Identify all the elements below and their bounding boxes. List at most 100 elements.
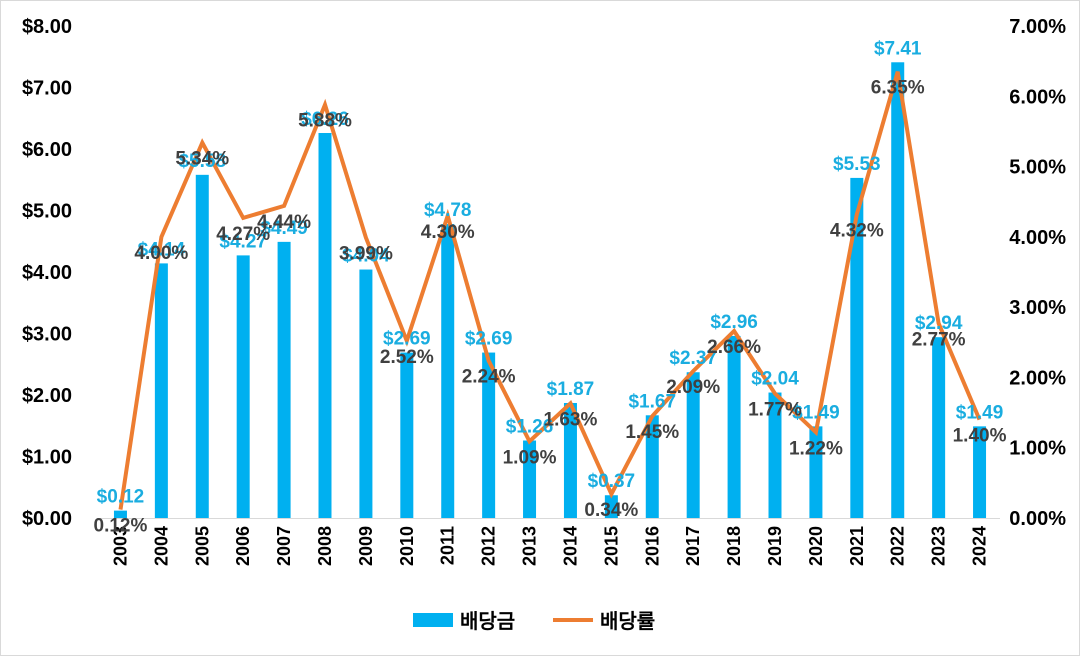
bar-2020 bbox=[809, 426, 823, 518]
bar-2018 bbox=[727, 335, 741, 518]
bar-label-2010: $2.69 bbox=[383, 329, 431, 350]
line-label-2004: 4.00% bbox=[134, 243, 188, 264]
line-label-2012: 2.24% bbox=[462, 367, 516, 388]
x-tick-label: 2017 bbox=[683, 526, 703, 566]
bar-2023 bbox=[932, 337, 946, 518]
left-tick-label: $3.00 bbox=[22, 324, 72, 346]
bar-2012 bbox=[482, 352, 496, 518]
x-tick-label: 2003 bbox=[110, 526, 130, 566]
x-tick-label: 2021 bbox=[847, 526, 867, 566]
left-tick-label: $0.00 bbox=[22, 508, 72, 530]
line-label-2019: 1.77% bbox=[748, 400, 802, 421]
bar-2009 bbox=[359, 269, 373, 518]
left-tick-label: $5.00 bbox=[22, 201, 72, 223]
bar-label-2023: $2.94 bbox=[915, 313, 963, 334]
bar-label-2005: $5.58 bbox=[178, 151, 226, 172]
x-tick-label: 2011 bbox=[438, 526, 458, 565]
left-tick-label: $1.00 bbox=[22, 447, 72, 469]
right-tick-label: 0.00% bbox=[1009, 508, 1066, 530]
x-tick-label: 2019 bbox=[765, 526, 785, 566]
bar-label-2009: $4.04 bbox=[342, 246, 390, 267]
line-label-2007: 4.44% bbox=[257, 212, 311, 233]
right-tick-label: 3.00% bbox=[1009, 297, 1066, 319]
line-label-2024: 1.40% bbox=[953, 426, 1007, 447]
bar-2010 bbox=[400, 352, 414, 518]
bar-label-2016: $1.67 bbox=[628, 391, 676, 412]
bar-2014 bbox=[563, 402, 577, 518]
bar-2008 bbox=[318, 133, 332, 518]
yield-line bbox=[118, 71, 982, 510]
bar-label-2012: $2.69 bbox=[465, 329, 513, 350]
bar-label-2022: $7.41 bbox=[874, 38, 922, 59]
bar-2019 bbox=[768, 392, 782, 518]
x-tick-label: 2014 bbox=[560, 526, 580, 566]
left-tick-label: $4.00 bbox=[22, 262, 72, 284]
legend-label-dividend: 배당금 bbox=[460, 609, 515, 633]
line-label-2015: 0.34% bbox=[584, 500, 638, 521]
x-tick-label: 2016 bbox=[642, 526, 662, 566]
line-label-2003: 0.12% bbox=[94, 516, 148, 537]
line-label-2006: 4.27% bbox=[216, 224, 270, 245]
right-tick-label: 2.00% bbox=[1009, 367, 1066, 389]
bar-label-2011: $4.78 bbox=[424, 200, 472, 221]
line-label-2017: 2.09% bbox=[666, 377, 720, 398]
bar-2011 bbox=[441, 224, 455, 518]
right-tick-label: 6.00% bbox=[1009, 86, 1066, 108]
bar-2006 bbox=[236, 255, 250, 518]
bar-2004 bbox=[154, 263, 168, 518]
line-label-2016: 1.45% bbox=[625, 422, 679, 443]
line-label-2018: 2.66% bbox=[707, 337, 761, 358]
bar-label-2006: $4.27 bbox=[219, 231, 267, 252]
x-tick-label: 2007 bbox=[274, 526, 294, 566]
line-label-2021: 4.32% bbox=[830, 220, 884, 241]
bar-label-2014: $1.87 bbox=[547, 379, 595, 400]
right-tick-label: 7.00% bbox=[1009, 16, 1066, 38]
right-axis: 0.00% 1.00% 2.00% 3.00% 4.00% 5.00% 6.00% 7.00% bbox=[1009, 16, 1066, 530]
x-tick-label: 2009 bbox=[356, 526, 376, 566]
bar-series bbox=[113, 62, 987, 519]
x-tick-label: 2008 bbox=[315, 526, 335, 566]
line-label-2005: 5.34% bbox=[175, 149, 229, 170]
right-tick-label: 5.00% bbox=[1009, 157, 1066, 179]
bar-2013 bbox=[523, 440, 537, 518]
x-tick-label: 2004 bbox=[151, 526, 171, 566]
line-label-2022: 6.35% bbox=[871, 78, 925, 99]
bar-label-2017: $2.37 bbox=[669, 348, 717, 369]
left-tick-label: $8.00 bbox=[22, 16, 72, 38]
line-label-2011: 4.30% bbox=[421, 222, 475, 243]
line-series bbox=[118, 71, 982, 510]
legend-label-yield: 배당률 bbox=[600, 609, 655, 633]
left-tick-label: $7.00 bbox=[22, 78, 72, 100]
bar-label-2008: $6.26 bbox=[301, 109, 349, 130]
left-axis: $0.00 $1.00 $2.00 $3.00 $4.00 $5.00 $6.00 $7.00… bbox=[22, 16, 72, 530]
line-data-labels: 0.12% 4.00% 5.34% 4.27%4.44% 5.88% 3.99% 2.52%… bbox=[94, 78, 1007, 537]
x-axis: 2003 2004 2005 2006 2007 2008 2009 2010 2011 2012… bbox=[100, 518, 1000, 566]
bar-2015 bbox=[604, 495, 618, 518]
bar-label-2018: $2.96 bbox=[710, 312, 758, 333]
bar-data-labels: $0.12 $4.14 $5.58 $4.27$4.49 $6.26 $4.04 $2.69… bbox=[97, 38, 1004, 507]
bar-label-2004: $4.14 bbox=[138, 239, 186, 260]
bar-2021 bbox=[850, 177, 864, 518]
bar-2003 bbox=[113, 510, 127, 518]
left-tick-label: $6.00 bbox=[22, 139, 72, 161]
x-tick-label: 2013 bbox=[520, 526, 540, 566]
bar-label-2013: $1.26 bbox=[506, 417, 554, 438]
right-tick-label: 4.00% bbox=[1009, 227, 1066, 249]
line-label-2023: 2.77% bbox=[912, 329, 966, 350]
line-label-2009: 3.99% bbox=[339, 244, 393, 265]
bar-label-2019: $2.04 bbox=[751, 369, 799, 390]
bar-2022 bbox=[891, 62, 905, 518]
bar-label-2021: $5.53 bbox=[833, 154, 881, 175]
x-tick-label: 2022 bbox=[888, 526, 908, 566]
right-tick-label: 1.00% bbox=[1009, 438, 1066, 460]
bar-label-2003: $0.12 bbox=[97, 487, 145, 508]
x-tick-label: 2015 bbox=[601, 526, 621, 566]
bar-2005 bbox=[195, 174, 209, 518]
x-tick-label: 2012 bbox=[479, 526, 499, 566]
x-tick-label: 2020 bbox=[806, 526, 826, 566]
x-tick-label: 2010 bbox=[397, 526, 417, 566]
line-label-2008: 5.88% bbox=[298, 111, 352, 132]
bar-2007 bbox=[277, 241, 291, 519]
bar-label-2020: $1.49 bbox=[792, 402, 840, 423]
